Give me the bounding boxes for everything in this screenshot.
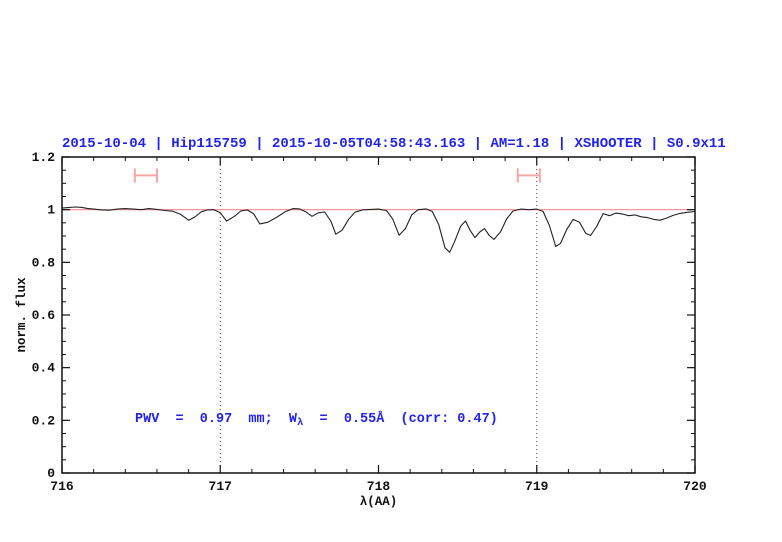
y-tick-label: 0.8 (32, 255, 56, 270)
annotation-lambda-subscript: λ (297, 417, 304, 429)
annotation-text-pre: PWV = 0.97 mm; W (135, 412, 298, 427)
pwv-annotation: PWV = 0.97 mm; Wλ = 0.55Å (corr: 0.47) (135, 412, 498, 429)
y-tick-label: 1.2 (32, 150, 56, 165)
y-tick-label: 0 (47, 466, 55, 481)
x-axis-label: λ(AA) (359, 495, 398, 509)
y-tick-label: 0.2 (32, 413, 56, 428)
y-tick-label: 1 (47, 203, 55, 218)
x-tick-label: 718 (367, 479, 391, 494)
spectrum-line (61, 206, 696, 253)
y-tick-label: 0.4 (32, 361, 56, 376)
annotation-text-post: = 0.55Å (corr: 0.47) (303, 412, 498, 427)
x-tick-label: 720 (683, 479, 707, 494)
x-tick-label: 719 (525, 479, 549, 494)
x-tick-label: 716 (50, 479, 74, 494)
y-tick-label: 0.6 (32, 308, 56, 323)
x-tick-label: 717 (209, 479, 232, 494)
